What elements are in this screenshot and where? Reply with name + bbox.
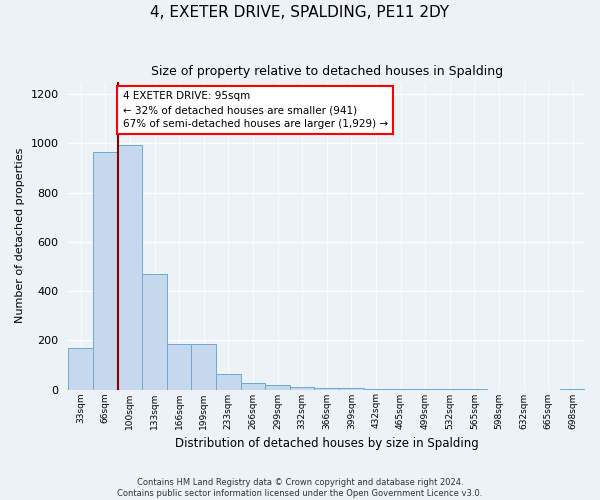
Y-axis label: Number of detached properties: Number of detached properties bbox=[15, 148, 25, 324]
Bar bbox=[118, 144, 142, 390]
Bar bbox=[216, 374, 241, 390]
Bar bbox=[167, 344, 191, 390]
Text: 4, EXETER DRIVE, SPALDING, PE11 2DY: 4, EXETER DRIVE, SPALDING, PE11 2DY bbox=[151, 5, 449, 20]
Bar bbox=[265, 384, 290, 390]
Bar bbox=[191, 344, 216, 390]
Text: 4 EXETER DRIVE: 95sqm
← 32% of detached houses are smaller (941)
67% of semi-det: 4 EXETER DRIVE: 95sqm ← 32% of detached … bbox=[122, 91, 388, 129]
Text: Contains HM Land Registry data © Crown copyright and database right 2024.
Contai: Contains HM Land Registry data © Crown c… bbox=[118, 478, 482, 498]
Bar bbox=[290, 386, 314, 390]
Bar bbox=[142, 274, 167, 390]
Bar bbox=[364, 389, 388, 390]
Bar bbox=[314, 388, 339, 390]
Bar bbox=[68, 348, 93, 390]
Bar bbox=[93, 152, 118, 390]
Bar bbox=[339, 388, 364, 390]
Title: Size of property relative to detached houses in Spalding: Size of property relative to detached ho… bbox=[151, 65, 503, 78]
X-axis label: Distribution of detached houses by size in Spalding: Distribution of detached houses by size … bbox=[175, 437, 479, 450]
Bar bbox=[241, 384, 265, 390]
